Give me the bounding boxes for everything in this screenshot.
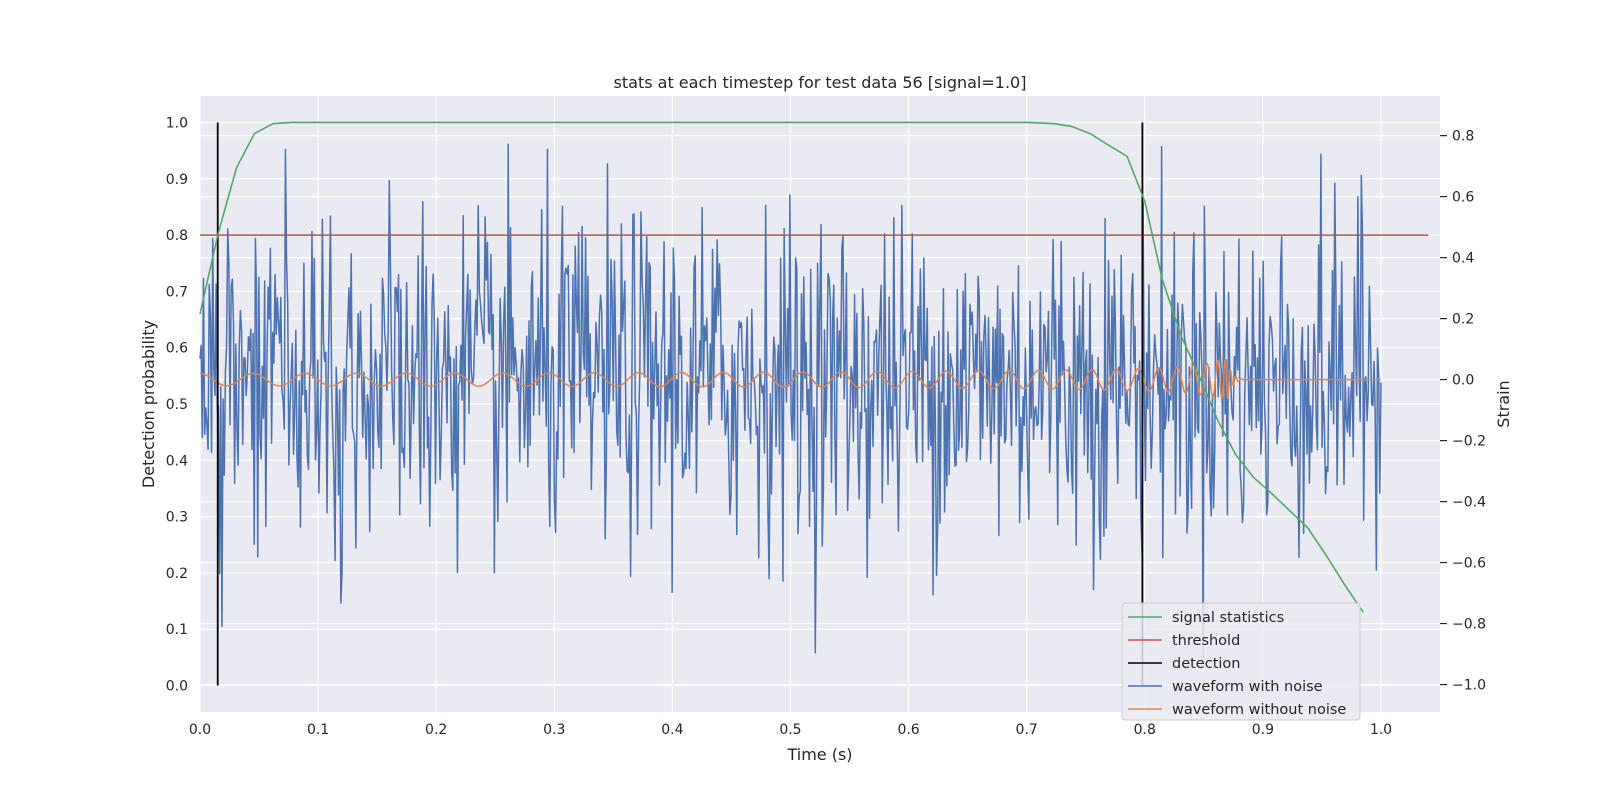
y-left-tick-label: 0.0 <box>166 679 188 695</box>
y-left-tick-label: 0.3 <box>166 510 188 526</box>
x-tick-label: 0.5 <box>779 722 801 738</box>
legend-label-waveform-with-noise: waveform with noise <box>1172 679 1323 695</box>
series-signal-statistics <box>199 121 1364 613</box>
x-tick-label: 0.3 <box>543 722 565 738</box>
y-left-tick-label: 0.6 <box>166 341 188 357</box>
y-left-axis-ticks: 0.0 0.1 0.2 0.3 0.4 0.5 0.6 0.7 0.8 0.9 1.0 <box>166 115 188 694</box>
y-right-tick-label: 0.4 <box>1452 251 1474 267</box>
legend-box <box>1121 602 1361 721</box>
y-right-tick-label: 0.2 <box>1452 312 1474 328</box>
y-left-tick-label: 0.5 <box>166 397 188 413</box>
y-right-tick-label: 0.6 <box>1452 190 1474 206</box>
legend-label-detection: detection <box>1172 656 1240 672</box>
x-tick-label: 0.4 <box>661 722 683 738</box>
x-tick-label: 0.9 <box>1252 722 1274 738</box>
y-left-tick-label: 0.4 <box>166 453 188 469</box>
x-tick-label: 0.0 <box>189 722 211 738</box>
x-tick-label: 0.1 <box>307 722 329 738</box>
x-axis-ticks: 0.0 0.1 0.2 0.3 0.4 0.5 0.6 0.7 0.8 0.9 1.0 <box>189 722 1392 738</box>
series-waveform-without-noise <box>199 359 1381 400</box>
y-right-axis-ticks: −1.0 −0.8 −0.6 −0.4 −0.2 0.0 0.2 0.4 0.6 0.8 <box>1440 129 1486 694</box>
x-tick-label: 0.8 <box>1134 722 1156 738</box>
y-right-tick-label: −0.8 <box>1452 617 1486 633</box>
y-left-tick-label: 1.0 <box>166 115 188 131</box>
y-right-axis-label: Strain <box>1494 380 1513 427</box>
legend-label-signal-statistics: signal statistics <box>1172 610 1284 626</box>
x-axis-label: Time (s) <box>786 745 852 764</box>
legend: signal statistics threshold detection wa… <box>1121 602 1361 721</box>
y-left-tick-label: 0.9 <box>166 172 188 188</box>
y-right-tick-label: −0.2 <box>1452 434 1486 450</box>
y-left-tick-label: 0.1 <box>166 622 188 638</box>
chart-title: stats at each timestep for test data 56 … <box>614 73 1027 92</box>
legend-label-waveform-without-noise: waveform without noise <box>1172 702 1346 718</box>
y-right-tick-label: 0.8 <box>1452 129 1474 145</box>
x-tick-label: 0.6 <box>897 722 919 738</box>
legend-label-threshold: threshold <box>1172 633 1240 649</box>
x-tick-label: 0.7 <box>1016 722 1038 738</box>
y-right-tick-label: −0.4 <box>1452 495 1486 511</box>
y-right-tick-label: −0.6 <box>1452 556 1486 572</box>
series-waveform-with-noise <box>199 143 1382 659</box>
x-tick-label: 0.2 <box>425 722 447 738</box>
y-left-axis-label: Detection probability <box>139 320 158 488</box>
y-left-tick-label: 0.8 <box>166 228 188 244</box>
series-layer <box>199 121 1429 686</box>
y-left-tick-label: 0.7 <box>166 284 188 300</box>
y-right-tick-label: 0.0 <box>1452 373 1474 389</box>
y-right-tick-label: −1.0 <box>1452 678 1486 694</box>
y-left-tick-label: 0.2 <box>166 566 188 582</box>
x-tick-label: 1.0 <box>1370 722 1392 738</box>
